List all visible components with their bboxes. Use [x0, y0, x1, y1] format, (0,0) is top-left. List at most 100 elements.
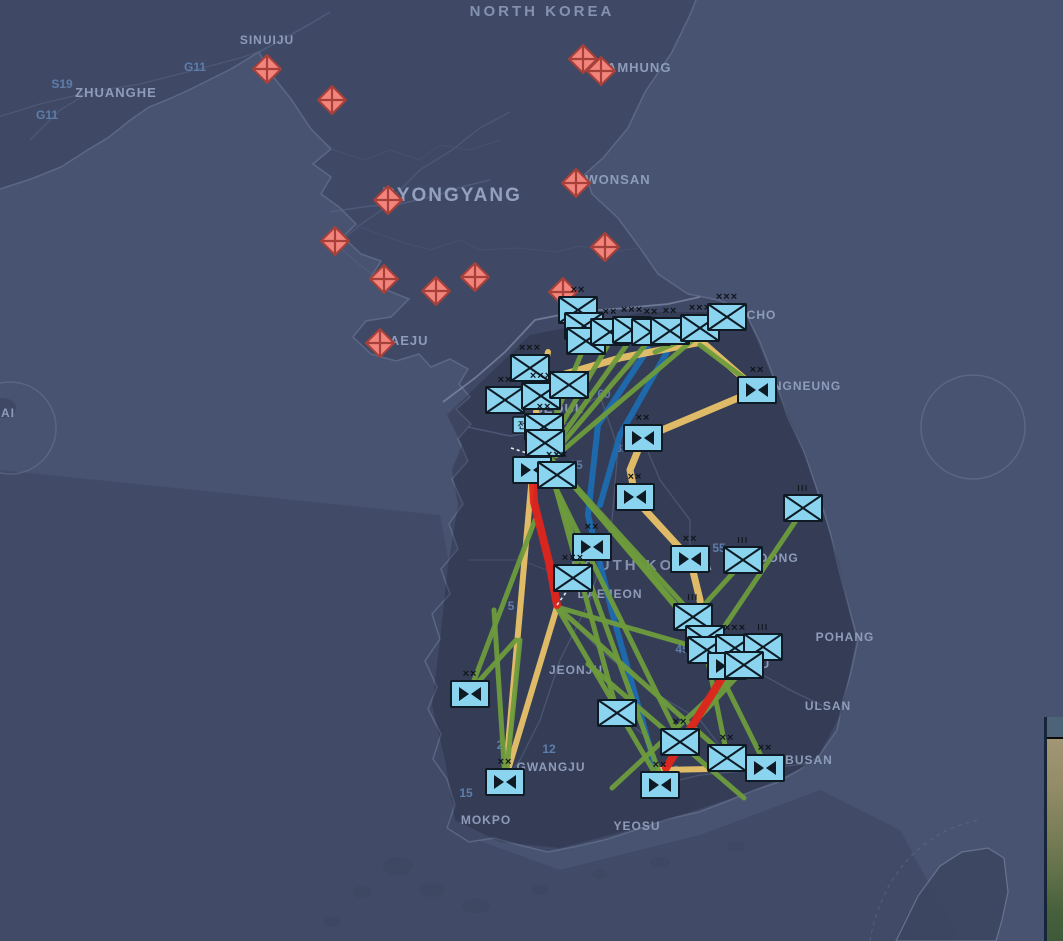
- armor-unit-symbol[interactable]: ××: [737, 364, 777, 404]
- friendly-units-layer: ×××× ××× ×× ×× ××××××××××× ×××전×××××××××××III…: [450, 284, 823, 799]
- enemy-unit-marker[interactable]: [421, 276, 451, 306]
- armor-bowtie-icon: [624, 490, 646, 504]
- unit-frame: [737, 376, 777, 404]
- road-number-label: G11: [184, 60, 206, 74]
- unit-echelon-label: ××: [571, 284, 586, 296]
- infantry-unit-symbol[interactable]: III: [723, 536, 763, 574]
- armor-bowtie-icon: [754, 761, 776, 775]
- enemy-unit-marker[interactable]: [369, 264, 399, 294]
- unit-echelon-label: ××: [603, 306, 618, 318]
- pending-link-dashed: [510, 447, 528, 454]
- enemy-unit-marker[interactable]: [252, 54, 282, 84]
- infantry-cross-icon: [724, 651, 764, 679]
- enemy-unit-marker[interactable]: [365, 328, 395, 358]
- island: [462, 899, 490, 913]
- city-label: WONSAN: [585, 172, 650, 187]
- island: [957, 425, 969, 433]
- infantry-unit-symbol[interactable]: ××: [485, 374, 525, 414]
- armor-bowtie-icon: [459, 687, 481, 701]
- infantry-unit-symbol[interactable]: ××: [707, 732, 747, 772]
- infantry-cross-icon: [597, 699, 637, 727]
- supply-route-green: [467, 517, 538, 694]
- supply-route-green: [503, 637, 523, 782]
- infantry-unit-symbol[interactable]: ×××: [707, 291, 747, 331]
- infantry-unit-symbol[interactable]: ×××: [537, 449, 577, 489]
- city-label: MOKPO: [461, 813, 511, 827]
- infantry-unit-symbol[interactable]: [549, 371, 589, 399]
- armor-unit-symbol[interactable]: ××: [745, 742, 785, 782]
- supply-route-green: [554, 604, 709, 653]
- unit-frame: [670, 545, 710, 573]
- unit-echelon-label: III: [757, 623, 768, 632]
- supply-route-green: [707, 507, 806, 651]
- road-line: [504, 395, 619, 781]
- road-number-label: 5: [508, 599, 515, 613]
- enemy-markers-layer: [252, 44, 620, 358]
- armor-unit-symbol[interactable]: ××: [640, 759, 680, 799]
- armor-bowtie-icon: [632, 431, 654, 445]
- supply-route-blue: [597, 349, 670, 508]
- armor-bowtie-icon: [494, 775, 516, 789]
- supply-route-green: [549, 333, 636, 453]
- infantry-cross-icon: [673, 603, 713, 631]
- enemy-unit-marker[interactable]: [373, 185, 403, 215]
- unit-flag-text: 전: [518, 420, 526, 431]
- unit-echelon-label: ×××: [562, 552, 584, 564]
- enemy-unit-marker[interactable]: [586, 56, 616, 86]
- shallow-water-shading: [0, 470, 960, 941]
- infantry-unit-symbol[interactable]: [597, 699, 637, 727]
- infantry-cross-icon: [525, 429, 565, 457]
- road-number-label: 12: [542, 742, 556, 756]
- dmz-border-line: [442, 296, 701, 403]
- infantry-cross-icon: [783, 494, 823, 522]
- infantry-unit-symbol[interactable]: ×××: [510, 342, 550, 382]
- unit-frame: [745, 754, 785, 782]
- infantry-unit-symbol[interactable]: III: [783, 484, 823, 522]
- armor-unit-symbol[interactable]: ××: [623, 412, 663, 452]
- unit-echelon-label: ×××: [546, 449, 568, 461]
- supply-route-green: [491, 607, 508, 782]
- supply-route-green: [554, 604, 663, 785]
- unit-echelon-label: ××: [720, 732, 735, 744]
- maritime-boundary-dashed: [869, 819, 981, 941]
- city-label: SINUIJU: [240, 33, 294, 47]
- island: [592, 869, 608, 879]
- unit-echelon-label: ××: [663, 305, 678, 317]
- armor-unit-symbol[interactable]: ××: [485, 756, 525, 796]
- infantry-cross-icon: [707, 303, 747, 331]
- island: [323, 917, 341, 927]
- river-line: [258, 11, 331, 53]
- city-label: ZHUANGHE: [75, 85, 157, 100]
- unit-frame: [450, 680, 490, 708]
- unit-echelon-label: III: [797, 484, 808, 493]
- infantry-unit-symbol[interactable]: [525, 429, 565, 457]
- enemy-unit-marker[interactable]: [460, 262, 490, 292]
- enemy-unit-marker[interactable]: [590, 232, 620, 262]
- city-label: AI: [1, 406, 15, 420]
- unit-echelon-label: ××: [498, 374, 513, 386]
- infantry-unit-symbol[interactable]: ×××: [553, 552, 593, 592]
- armor-unit-symbol[interactable]: ××: [572, 521, 612, 561]
- unit-echelon-label: ××: [498, 756, 513, 768]
- unit-frame: [623, 424, 663, 452]
- armor-unit-symbol[interactable]: ××: [450, 668, 490, 708]
- road-number-label: 55: [712, 541, 726, 555]
- infantry-unit-symbol[interactable]: [724, 651, 764, 679]
- enemy-unit-marker[interactable]: [568, 44, 598, 74]
- unit-frame: [615, 483, 655, 511]
- city-label: BUSAN: [785, 753, 833, 767]
- unit-echelon-label: ××: [653, 759, 668, 771]
- enemy-unit-marker[interactable]: [320, 226, 350, 256]
- region-label: NORTH KOREA: [470, 3, 615, 20]
- armor-unit-symbol[interactable]: ××: [670, 533, 710, 573]
- unit-frame: [640, 771, 680, 799]
- enemy-unit-marker[interactable]: [561, 168, 591, 198]
- terrain-preview-panel[interactable]: [1044, 717, 1063, 941]
- road-line: [642, 439, 691, 557]
- infantry-unit-symbol[interactable]: ××: [660, 716, 700, 756]
- armor-unit-symbol[interactable]: ××: [615, 471, 655, 511]
- road-number-label: 2: [497, 738, 504, 752]
- enemy-unit-marker[interactable]: [317, 85, 347, 115]
